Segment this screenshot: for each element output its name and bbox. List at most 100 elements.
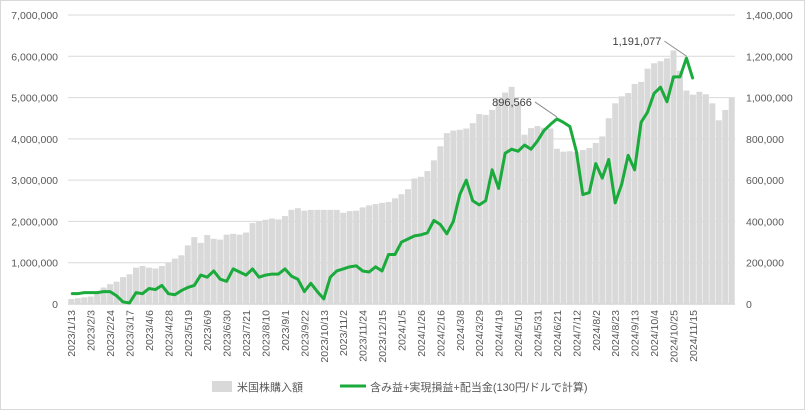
bar: [178, 255, 185, 304]
bar: [152, 268, 159, 304]
bar: [314, 209, 321, 304]
line-point: [517, 150, 519, 152]
line-point: [135, 292, 137, 294]
x-tick-label: 2023/2/3: [86, 310, 98, 351]
line-point: [297, 278, 299, 280]
legend-bar-swatch: [212, 381, 232, 392]
line-point: [621, 183, 623, 185]
line-point: [498, 187, 500, 189]
line-point: [666, 101, 668, 103]
line-point: [491, 169, 493, 171]
line-point: [128, 302, 131, 304]
line-point: [394, 253, 396, 256]
line-point: [614, 202, 616, 204]
line-point: [672, 76, 675, 78]
bar: [327, 209, 334, 304]
bar: [346, 211, 353, 304]
line-point: [219, 278, 221, 280]
line-point: [368, 271, 370, 273]
line-point: [336, 270, 338, 272]
bar: [670, 50, 677, 305]
bar: [696, 91, 703, 304]
line-point: [439, 223, 441, 226]
x-tick-label: 2024/7/12: [571, 310, 583, 357]
line-point: [239, 271, 241, 273]
line-point: [148, 287, 150, 290]
right-y-tick-label: 600,000: [746, 175, 784, 187]
line-point: [627, 154, 629, 156]
line-point: [161, 284, 163, 287]
x-tick-label: 2024/6/21: [552, 310, 564, 357]
line-point: [83, 292, 85, 294]
bar: [275, 219, 282, 304]
annotation-leader: [534, 101, 558, 118]
bar: [709, 103, 716, 304]
bar: [469, 123, 476, 304]
line-point: [342, 268, 344, 270]
line-point: [426, 232, 429, 234]
bar: [605, 118, 612, 304]
bar: [294, 208, 301, 304]
x-tick-label: 2024/8/23: [610, 310, 622, 357]
bar: [722, 109, 729, 304]
line-point: [504, 152, 506, 154]
right-y-tick-label: 1,200,000: [746, 51, 793, 63]
right-y-tick-label: 1,400,000: [746, 10, 793, 22]
bar: [728, 97, 735, 304]
bar: [398, 194, 405, 304]
line-point: [290, 275, 293, 277]
bar: [120, 277, 127, 304]
bar: [618, 96, 625, 304]
x-tick-label: 2023/12/15: [377, 310, 389, 363]
line-point: [510, 148, 513, 150]
bar: [534, 126, 541, 305]
bar: [443, 133, 450, 304]
line-point: [323, 298, 325, 300]
line-point: [646, 111, 649, 113]
bar: [495, 99, 502, 304]
line-point: [536, 140, 539, 142]
line-point: [329, 276, 331, 278]
right-y-tick-label: 400,000: [746, 216, 784, 228]
bar: [288, 209, 295, 304]
bar: [68, 299, 75, 304]
bar: [417, 176, 424, 304]
line-point: [608, 158, 610, 161]
line-point: [465, 179, 467, 181]
bar: [392, 198, 399, 304]
bar: [424, 171, 431, 304]
x-tick-label: 2023/3/17: [125, 310, 137, 357]
bar: [223, 234, 230, 304]
x-tick-label: 2023/9/1: [280, 310, 292, 351]
bar: [553, 148, 560, 304]
legend-bar-label: 米国株購入額: [237, 380, 303, 394]
x-tick-label: 2024/5/10: [513, 310, 525, 357]
line-point: [685, 57, 688, 59]
bar: [243, 232, 250, 304]
line-point: [575, 150, 577, 152]
bar: [340, 212, 347, 304]
line-point: [692, 78, 694, 80]
bar: [126, 274, 133, 304]
bar: [540, 127, 547, 305]
bar: [74, 298, 81, 304]
bar: [560, 151, 567, 304]
bar: [372, 204, 379, 304]
left-y-tick-label: 1,000,000: [11, 258, 58, 270]
left-y-axis: 0 1,000,000 2,000,000 3,000,000 4,000,000 5,0…: [11, 10, 58, 311]
line-point: [103, 291, 105, 293]
x-tick-label: 2024/10/25: [668, 310, 680, 363]
line-point: [362, 270, 364, 272]
line-point: [109, 291, 111, 293]
bar: [249, 223, 256, 304]
bar: [566, 151, 573, 304]
bar: [333, 209, 340, 304]
x-tick-label: 2024/9/13: [630, 310, 642, 357]
right-y-axis: 0 200,000 400,000 600,000 800,000 1,000,000 1,…: [746, 10, 793, 311]
bar: [256, 221, 263, 304]
x-tick-label: 2023/9/22: [299, 310, 311, 357]
line-point: [77, 293, 79, 295]
right-y-tick-label: 1,000,000: [746, 93, 793, 105]
bar: [586, 147, 593, 304]
line-point: [407, 238, 409, 240]
